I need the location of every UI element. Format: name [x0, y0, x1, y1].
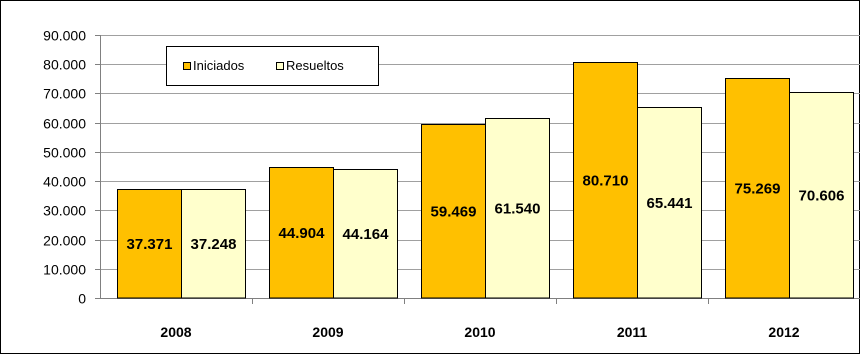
- bar-resueltos-2009: [333, 169, 398, 299]
- data-label: 80.710: [583, 172, 629, 189]
- bar-iniciados-2010: [421, 124, 486, 299]
- bar-iniciados-2011: [573, 62, 638, 299]
- legend-label-resueltos: Resueltos: [286, 58, 344, 73]
- x-category-label: 2009: [312, 324, 343, 340]
- y-tick-label: 40.000: [43, 174, 86, 190]
- y-tick-label: 60.000: [43, 116, 86, 132]
- bar-resueltos-2012: [789, 92, 854, 299]
- bar-iniciados-2012: [725, 78, 790, 299]
- data-label: 59.469: [431, 203, 477, 220]
- data-label: 44.164: [343, 226, 390, 243]
- legend-label-iniciados: Iniciados: [193, 58, 245, 73]
- bar-resueltos-2010: [485, 118, 550, 299]
- data-label: 65.441: [647, 195, 693, 212]
- data-label: 70.606: [799, 187, 845, 204]
- data-label: 44.904: [279, 225, 326, 242]
- y-tick-label: 0: [78, 291, 86, 307]
- bar-resueltos-2008: [181, 189, 246, 299]
- y-tick-label: 80.000: [43, 57, 86, 73]
- legend-swatch-iniciados: [183, 62, 191, 70]
- data-label: 61.540: [495, 200, 541, 217]
- y-tick-label: 90.000: [43, 28, 86, 44]
- data-label: 37.248: [191, 236, 237, 253]
- legend-swatch-resueltos: [276, 62, 284, 70]
- x-category-label: 2008: [160, 324, 191, 340]
- data-label: 37.371: [127, 236, 173, 253]
- x-category-label: 2010: [464, 324, 495, 340]
- bar-resueltos-2011: [637, 107, 702, 299]
- legend-box: [166, 46, 379, 86]
- y-tick-label: 10.000: [43, 262, 86, 278]
- y-tick-label: 50.000: [43, 145, 86, 161]
- x-category-label: 2012: [768, 324, 799, 340]
- y-tick-label: 70.000: [43, 86, 86, 102]
- y-tick-label: 20.000: [43, 233, 86, 249]
- x-category-label: 2011: [617, 324, 648, 340]
- bar-iniciados-2009: [269, 167, 334, 299]
- data-label: 75.269: [735, 180, 781, 197]
- y-tick-label: 30.000: [43, 203, 86, 219]
